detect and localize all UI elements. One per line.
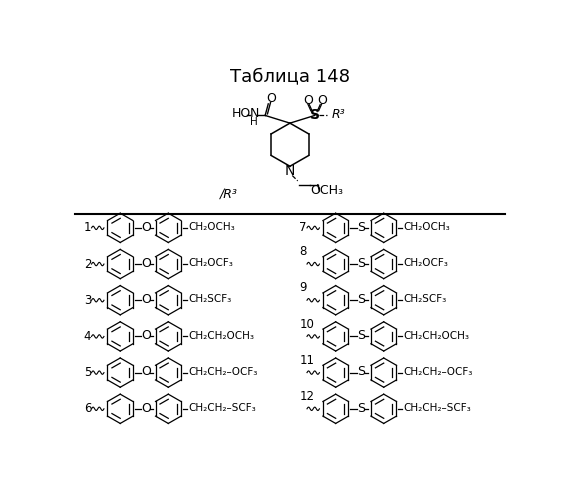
Text: S: S <box>357 220 365 234</box>
Text: 8: 8 <box>299 245 307 258</box>
Text: CH₂OCF₃: CH₂OCF₃ <box>404 258 449 268</box>
Text: 7: 7 <box>299 222 307 234</box>
Text: N: N <box>250 108 259 120</box>
Text: CH₂OCF₃: CH₂OCF₃ <box>188 258 233 268</box>
Text: 12: 12 <box>299 390 314 403</box>
Text: 10: 10 <box>299 318 314 330</box>
Text: S: S <box>310 108 320 122</box>
Text: 5: 5 <box>84 366 91 379</box>
Text: 3: 3 <box>84 294 91 306</box>
Text: S: S <box>357 366 365 378</box>
Text: CH₂CH₂–SCF₃: CH₂CH₂–SCF₃ <box>188 403 256 413</box>
Text: 6: 6 <box>84 402 92 415</box>
Text: HO: HO <box>232 108 251 120</box>
Text: OCH₃: OCH₃ <box>311 184 344 198</box>
Text: S: S <box>357 293 365 306</box>
Text: O: O <box>141 220 151 234</box>
Text: S: S <box>357 257 365 270</box>
Text: CH₂SCF₃: CH₂SCF₃ <box>404 294 447 304</box>
Text: CH₂OCH₃: CH₂OCH₃ <box>188 222 235 232</box>
Text: CH₂OCH₃: CH₂OCH₃ <box>404 222 451 232</box>
Text: CH₂CH₂–OCF₃: CH₂CH₂–OCF₃ <box>404 367 473 377</box>
Text: 9: 9 <box>299 282 307 294</box>
Text: 1: 1 <box>84 222 92 234</box>
Text: 2: 2 <box>84 258 92 270</box>
Text: R³: R³ <box>332 108 345 121</box>
Text: Таблица 148: Таблица 148 <box>230 68 350 86</box>
Text: 11: 11 <box>299 354 314 367</box>
Text: O: O <box>141 329 151 342</box>
Text: O: O <box>141 402 151 414</box>
Text: CH₂CH₂OCH₃: CH₂CH₂OCH₃ <box>188 330 254 340</box>
Text: ∕R³: ∕R³ <box>220 188 238 201</box>
Text: CH₂CH₂–OCF₃: CH₂CH₂–OCF₃ <box>188 367 258 377</box>
Text: N: N <box>285 164 295 178</box>
Text: CH₂CH₂–SCF₃: CH₂CH₂–SCF₃ <box>404 403 472 413</box>
Text: S: S <box>357 329 365 342</box>
Text: O: O <box>141 293 151 306</box>
Text: O: O <box>303 94 312 106</box>
Text: O: O <box>317 94 327 106</box>
Text: 4: 4 <box>84 330 92 343</box>
Text: S: S <box>357 402 365 414</box>
Text: CH₂SCF₃: CH₂SCF₃ <box>188 294 232 304</box>
Text: O: O <box>141 366 151 378</box>
Text: O: O <box>141 257 151 270</box>
Text: H: H <box>250 118 258 128</box>
Text: O: O <box>267 92 276 105</box>
Text: CH₂CH₂OCH₃: CH₂CH₂OCH₃ <box>404 330 470 340</box>
